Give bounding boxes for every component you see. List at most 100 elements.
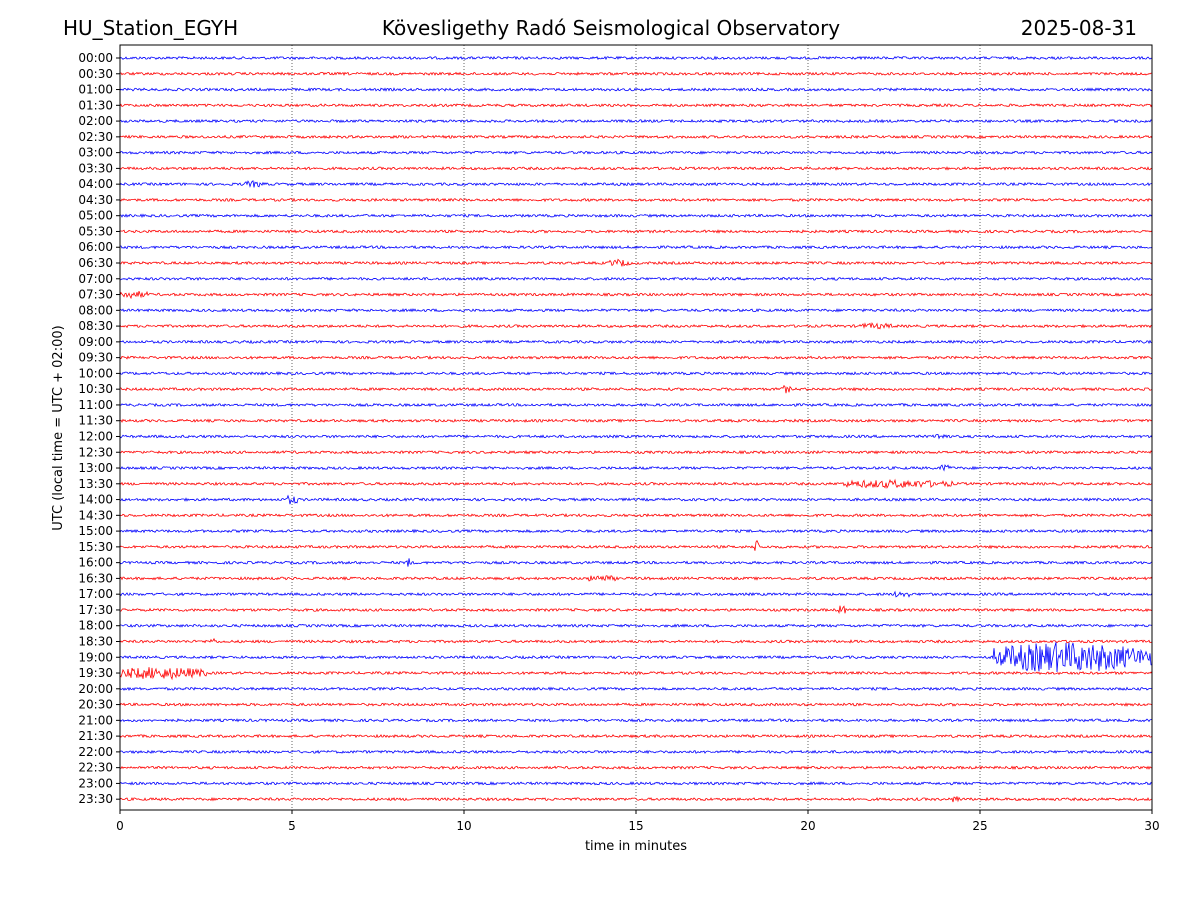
y-tick-label: 07:00 [78, 272, 113, 286]
y-tick-label: 08:00 [78, 303, 113, 317]
y-tick-label: 17:30 [78, 603, 113, 617]
station-title: HU_Station_EGYH [63, 16, 238, 40]
trace-1730 [119, 605, 1153, 615]
x-tick-label: 0 [116, 819, 124, 833]
trace-1530 [119, 539, 1153, 551]
x-tick-label: 5 [288, 819, 296, 833]
y-tick-label: 05:00 [78, 209, 113, 223]
y-tick-label: 11:30 [78, 414, 113, 428]
trace-2330 [119, 796, 1153, 803]
y-tick-label: 21:30 [78, 729, 113, 743]
y-tick-label: 04:30 [78, 193, 113, 207]
trace-2000 [119, 686, 1153, 692]
y-tick-label: 02:30 [78, 130, 113, 144]
y-tick-label: 05:30 [78, 224, 113, 238]
y-tick-label: 01:30 [78, 98, 113, 112]
y-tick-label: 01:00 [78, 83, 113, 97]
trace-1630 [119, 575, 1153, 582]
trace-1100 [119, 402, 1153, 408]
trace-1430 [119, 512, 1153, 518]
trace-0330 [119, 166, 1153, 171]
y-tick-label: 19:30 [78, 666, 113, 680]
trace-2300 [119, 781, 1153, 786]
x-tick-label: 10 [456, 819, 471, 833]
plot-frame [119, 44, 1153, 811]
y-tick-label: 15:00 [78, 524, 113, 538]
y-tick-label: 11:00 [78, 398, 113, 412]
trace-1030 [119, 384, 1153, 394]
trace-0900 [119, 339, 1153, 345]
trace-2130 [119, 733, 1153, 739]
trace-1930 [119, 667, 1153, 681]
trace-2230 [119, 765, 1153, 770]
y-tick-label: 20:00 [78, 682, 113, 696]
trace-1000 [119, 371, 1153, 376]
y-tick-label: 14:00 [78, 493, 113, 507]
y-tick-label: 17:00 [78, 587, 113, 601]
y-tick-label: 07:30 [78, 288, 113, 302]
trace-1600 [119, 558, 1153, 567]
trace-0700 [119, 276, 1153, 282]
date-title: 2025-08-31 [1021, 16, 1137, 40]
y-tick-label: 00:30 [78, 67, 113, 81]
trace-1130 [119, 418, 1153, 424]
vertical-grid [291, 45, 981, 810]
trace-1300 [119, 464, 1153, 472]
x-tick-label: 20 [800, 819, 815, 833]
y-axis-label: UTC (local time = UTC + 02:00) [51, 325, 66, 530]
trace-2100 [119, 718, 1153, 723]
y-tick-label: 16:00 [78, 556, 113, 570]
y-tick-label: 23:30 [78, 792, 113, 806]
trace-1900 [119, 642, 1153, 673]
trace-1830 [119, 637, 1153, 644]
y-tick-label: 09:00 [78, 335, 113, 349]
trace-0800 [119, 308, 1153, 313]
y-tick-label: 10:00 [78, 366, 113, 380]
y-tick-label: 21:00 [78, 713, 113, 727]
y-tick-label: 19:00 [78, 650, 113, 664]
y-tick-label: 22:00 [78, 745, 113, 759]
y-tick-label: 03:00 [78, 146, 113, 160]
y-tick-label: 22:30 [78, 761, 113, 775]
y-tick-label: 18:30 [78, 634, 113, 648]
trace-1700 [119, 590, 1153, 598]
y-tick-label: 12:00 [78, 429, 113, 443]
y-tick-label: 08:30 [78, 319, 113, 333]
x-axis-ticks: 0 5 10 15 20 25 30 [116, 810, 1160, 833]
trace-0730 [119, 290, 1153, 300]
trace-0130 [119, 103, 1153, 108]
trace-0830 [119, 322, 1153, 330]
x-tick-label: 25 [972, 819, 987, 833]
y-tick-label: 10:30 [78, 382, 113, 396]
x-tick-label: 15 [628, 819, 643, 833]
y-tick-label: 18:00 [78, 619, 113, 633]
trace-1800 [119, 623, 1153, 628]
trace-0030 [119, 71, 1153, 77]
trace-1330 [119, 478, 1153, 489]
trace-0000 [119, 55, 1153, 61]
trace-0630 [119, 258, 1153, 267]
trace-1230 [119, 450, 1153, 455]
trace-0430 [119, 197, 1153, 203]
x-tick-label: 30 [1144, 819, 1159, 833]
y-tick-label: 02:00 [78, 114, 113, 128]
y-tick-label: 14:30 [78, 508, 113, 522]
trace-2200 [119, 749, 1153, 755]
chart-title: Kövesligethy Radó Seismological Observat… [382, 16, 840, 40]
y-tick-label: 13:00 [78, 461, 113, 475]
y-tick-label: 09:30 [78, 351, 113, 365]
trace-0600 [119, 245, 1153, 250]
y-tick-label: 15:30 [78, 540, 113, 554]
trace-0930 [119, 355, 1153, 360]
trace-1500 [119, 528, 1153, 534]
seismic-traces [119, 55, 1153, 803]
trace-0230 [119, 134, 1153, 140]
trace-1200 [119, 433, 1153, 440]
trace-0400 [119, 180, 1153, 188]
trace-2030 [119, 702, 1153, 707]
y-tick-label: 20:30 [78, 698, 113, 712]
trace-0200 [119, 118, 1153, 124]
trace-0530 [119, 229, 1153, 234]
